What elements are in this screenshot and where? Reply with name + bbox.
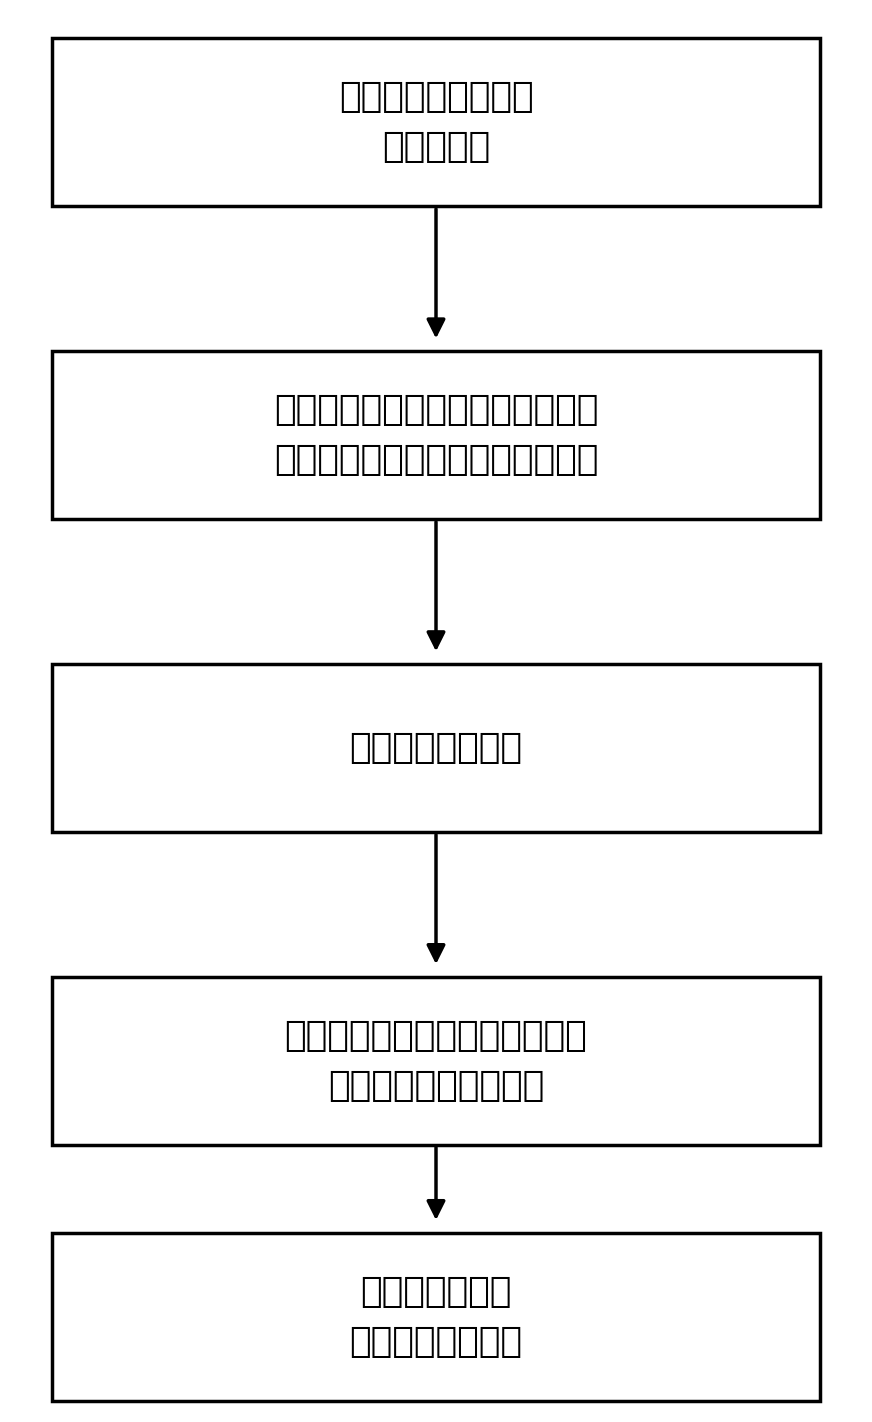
FancyBboxPatch shape bbox=[52, 351, 820, 519]
FancyBboxPatch shape bbox=[52, 38, 820, 206]
Text: 加热至固化状态
进行激光冲击强化: 加热至固化状态 进行激光冲击强化 bbox=[350, 1274, 522, 1359]
Text: 加热至半固化状态: 加热至半固化状态 bbox=[350, 731, 522, 765]
FancyBboxPatch shape bbox=[52, 1233, 820, 1401]
Text: 从定模板中取出柔性约束层材料
贴覆在靶材待强化表面: 从定模板中取出柔性约束层材料 贴覆在靶材待强化表面 bbox=[284, 1018, 588, 1103]
FancyBboxPatch shape bbox=[52, 664, 820, 832]
Text: 混合液注入放置在垫板上的定模板
中，再将另一块垫板盖在定模板上: 混合液注入放置在垫板上的定模板 中，再将另一块垫板盖在定模板上 bbox=[274, 392, 598, 478]
FancyBboxPatch shape bbox=[52, 977, 820, 1145]
Text: 将环氧树脂和固化剂
按比例调和: 将环氧树脂和固化剂 按比例调和 bbox=[338, 80, 534, 165]
